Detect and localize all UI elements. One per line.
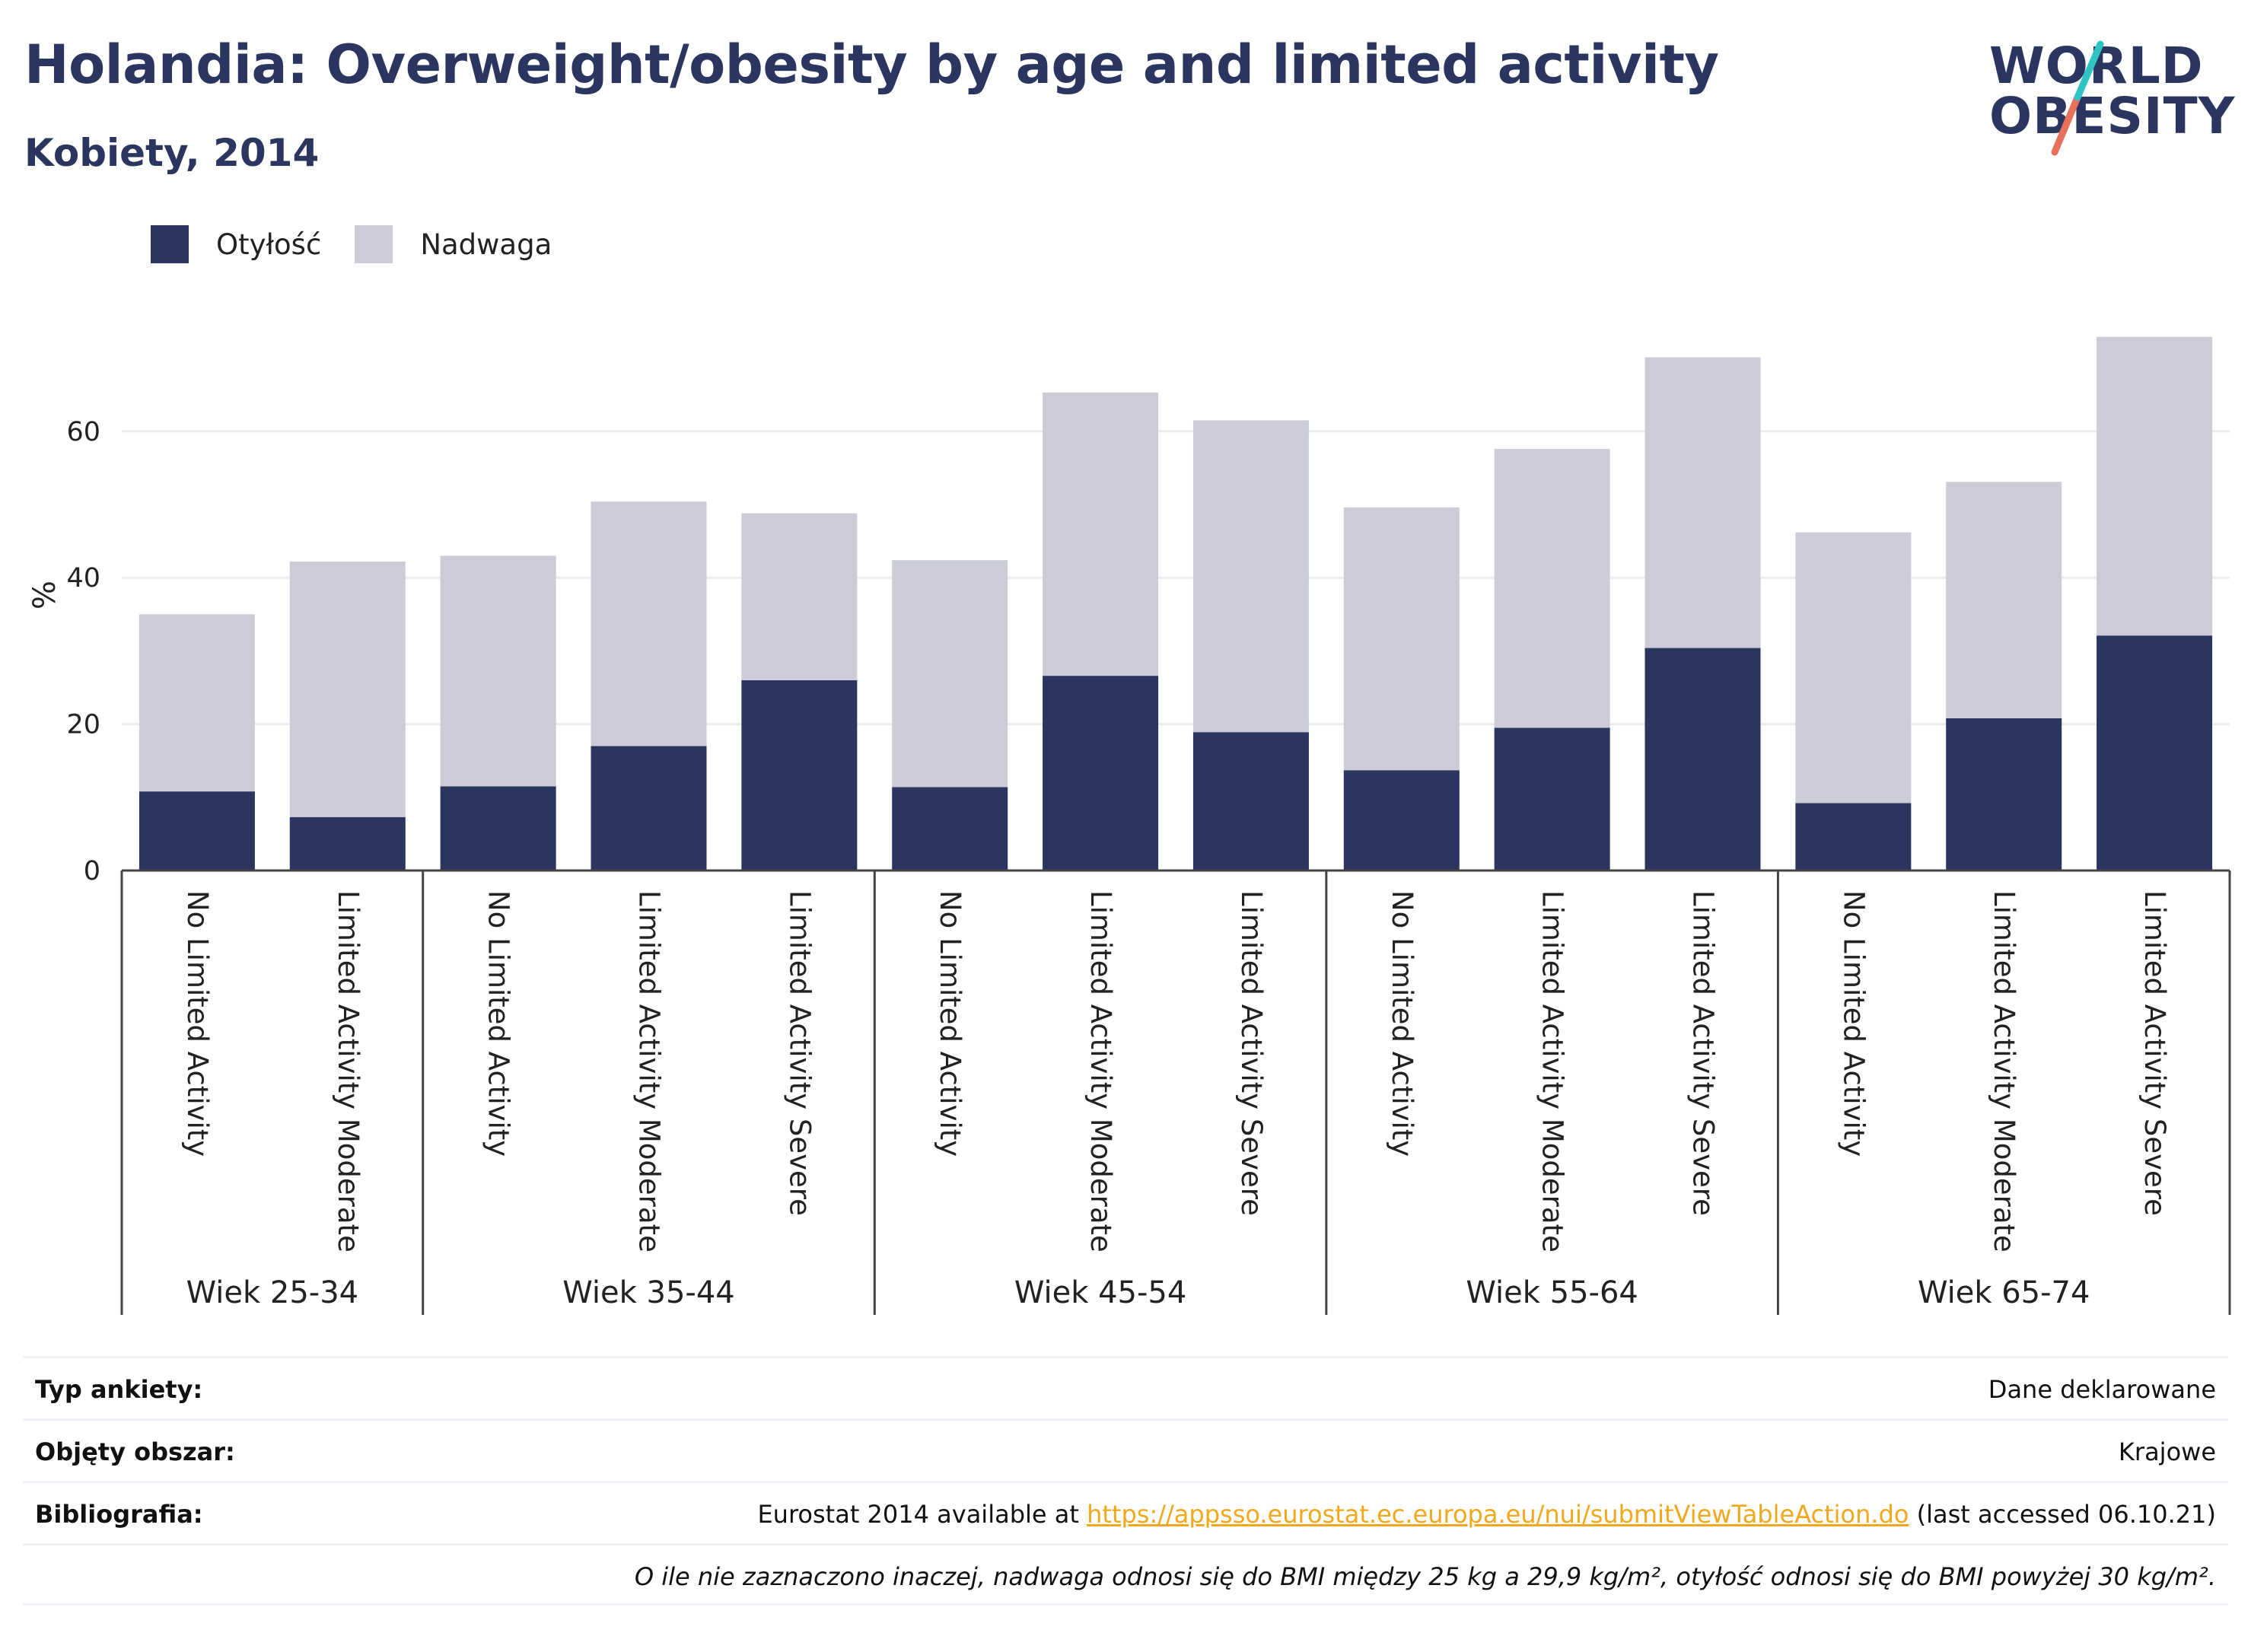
stacked-bar-chart: 0 20 40 60% No Limited Activity Limited Activ…	[27, 336, 2231, 1315]
legend-label-obesity: Otyłość	[216, 228, 322, 261]
bibliography-link[interactable]: https://appsso.eurostat.ec.europa.eu/nui…	[1087, 1500, 1909, 1529]
bar-overweight	[440, 555, 556, 787]
x-category-label: No Limited Activity	[482, 890, 515, 1157]
x-category-label: Limited Activity Severe	[2138, 890, 2171, 1216]
bibliography-label: Bibliografia:	[35, 1500, 203, 1529]
survey-type-label: Typ ankiety:	[35, 1375, 203, 1404]
logo-slash-icon	[2051, 40, 2104, 156]
bar-overweight	[289, 562, 406, 817]
info-row-bibliography: Bibliografia: Eurostat 2014 available at…	[23, 1481, 2228, 1543]
y-tick-label: 20	[66, 710, 100, 740]
bar-obesity	[1343, 770, 1460, 871]
bar-obesity	[289, 816, 406, 871]
bar-obesity	[2097, 635, 2213, 871]
bar-overweight	[1644, 357, 1761, 648]
x-group-label: Wiek 25-34	[186, 1275, 359, 1310]
legend-label-overweight: Nadwaga	[420, 228, 552, 261]
x-category-label: Limited Activity Moderate	[633, 890, 666, 1253]
x-category-label: No Limited Activity	[1386, 890, 1418, 1157]
bar-obesity	[1644, 648, 1761, 871]
area-value: Krajowe	[2118, 1437, 2216, 1466]
y-tick-label: 0	[84, 856, 100, 886]
x-group-label: Wiek 55-64	[1466, 1275, 1638, 1310]
y-axis-label: %	[27, 581, 62, 610]
x-category-label: Limited Activity Severe	[1687, 890, 1720, 1216]
bar-overweight	[1946, 482, 2062, 718]
x-group-label: Wiek 65-74	[1918, 1275, 2090, 1310]
bmi-definition-note: O ile nie zaznaczono inaczej, nadwaga od…	[634, 1562, 2216, 1591]
chart-legend: Otyłość Nadwaga	[151, 225, 585, 263]
x-category-label: Limited Activity Moderate	[1084, 890, 1117, 1253]
bar-overweight	[892, 560, 1008, 788]
world-obesity-logo: WORLD OBESITY	[1979, 30, 2237, 160]
bar-obesity	[1043, 676, 1159, 871]
bar-overweight	[2097, 336, 2213, 636]
x-category-label: No Limited Activity	[181, 890, 214, 1157]
info-row-survey: Typ ankiety: Dane deklarowane	[23, 1356, 2228, 1418]
bar-obesity	[591, 746, 707, 871]
bar-overweight	[1795, 532, 1912, 804]
bar-obesity	[440, 786, 556, 871]
x-category-label: No Limited Activity	[934, 890, 966, 1157]
bar-overweight	[138, 614, 255, 792]
bar-overweight	[1192, 420, 1309, 733]
x-category-label: Limited Activity Moderate	[332, 890, 365, 1253]
bar-overweight	[1043, 392, 1159, 676]
bibliography-suffix: (last accessed 06.10.21)	[1909, 1500, 2216, 1529]
info-table: Typ ankiety: Dane deklarowane Objęty obs…	[23, 1356, 2228, 1606]
info-row-area: Objęty obszar: Krajowe	[23, 1418, 2228, 1481]
x-category-label: Limited Activity Moderate	[1536, 890, 1569, 1253]
bar-overweight	[1494, 448, 1610, 728]
x-category-label: No Limited Activity	[1837, 890, 1870, 1157]
bar-overweight	[1343, 507, 1460, 771]
bar-overweight	[741, 513, 858, 680]
bibliography-prefix: Eurostat 2014 available at	[757, 1500, 1087, 1529]
page-subtitle: Kobiety, 2014	[24, 131, 320, 175]
x-category-label: Limited Activity Moderate	[1988, 890, 2020, 1253]
info-row-note: O ile nie zaznaczono inaczej, nadwaga od…	[23, 1543, 2228, 1606]
page-title: Holandia: Overweight/obesity by age and …	[24, 33, 1719, 96]
bar-obesity	[741, 680, 858, 871]
bar-obesity	[138, 791, 255, 871]
x-category-label: Limited Activity Severe	[1235, 890, 1268, 1216]
x-category-label: Limited Activity Severe	[783, 890, 816, 1216]
y-tick-label: 40	[66, 563, 100, 594]
legend-item-overweight[interactable]: Nadwaga	[355, 225, 552, 263]
legend-swatch-overweight	[355, 225, 393, 263]
legend-item-obesity[interactable]: Otyłość	[151, 225, 321, 263]
bar-obesity	[1795, 803, 1912, 871]
x-group-label: Wiek 35-44	[562, 1275, 735, 1310]
survey-type-value: Dane deklarowane	[1988, 1375, 2216, 1404]
bar-obesity	[1494, 727, 1610, 871]
bar-overweight	[591, 501, 707, 746]
bar-obesity	[1192, 732, 1309, 871]
legend-swatch-obesity	[151, 225, 189, 263]
bibliography-value: Eurostat 2014 available at https://appss…	[757, 1500, 2216, 1529]
bar-obesity	[892, 787, 1008, 871]
logo-line-2: OBESITY	[1989, 87, 2236, 145]
bar-obesity	[1946, 718, 2062, 871]
x-group-label: Wiek 45-54	[1014, 1275, 1187, 1310]
area-label: Objęty obszar:	[35, 1437, 235, 1466]
y-tick-label: 60	[66, 417, 100, 447]
